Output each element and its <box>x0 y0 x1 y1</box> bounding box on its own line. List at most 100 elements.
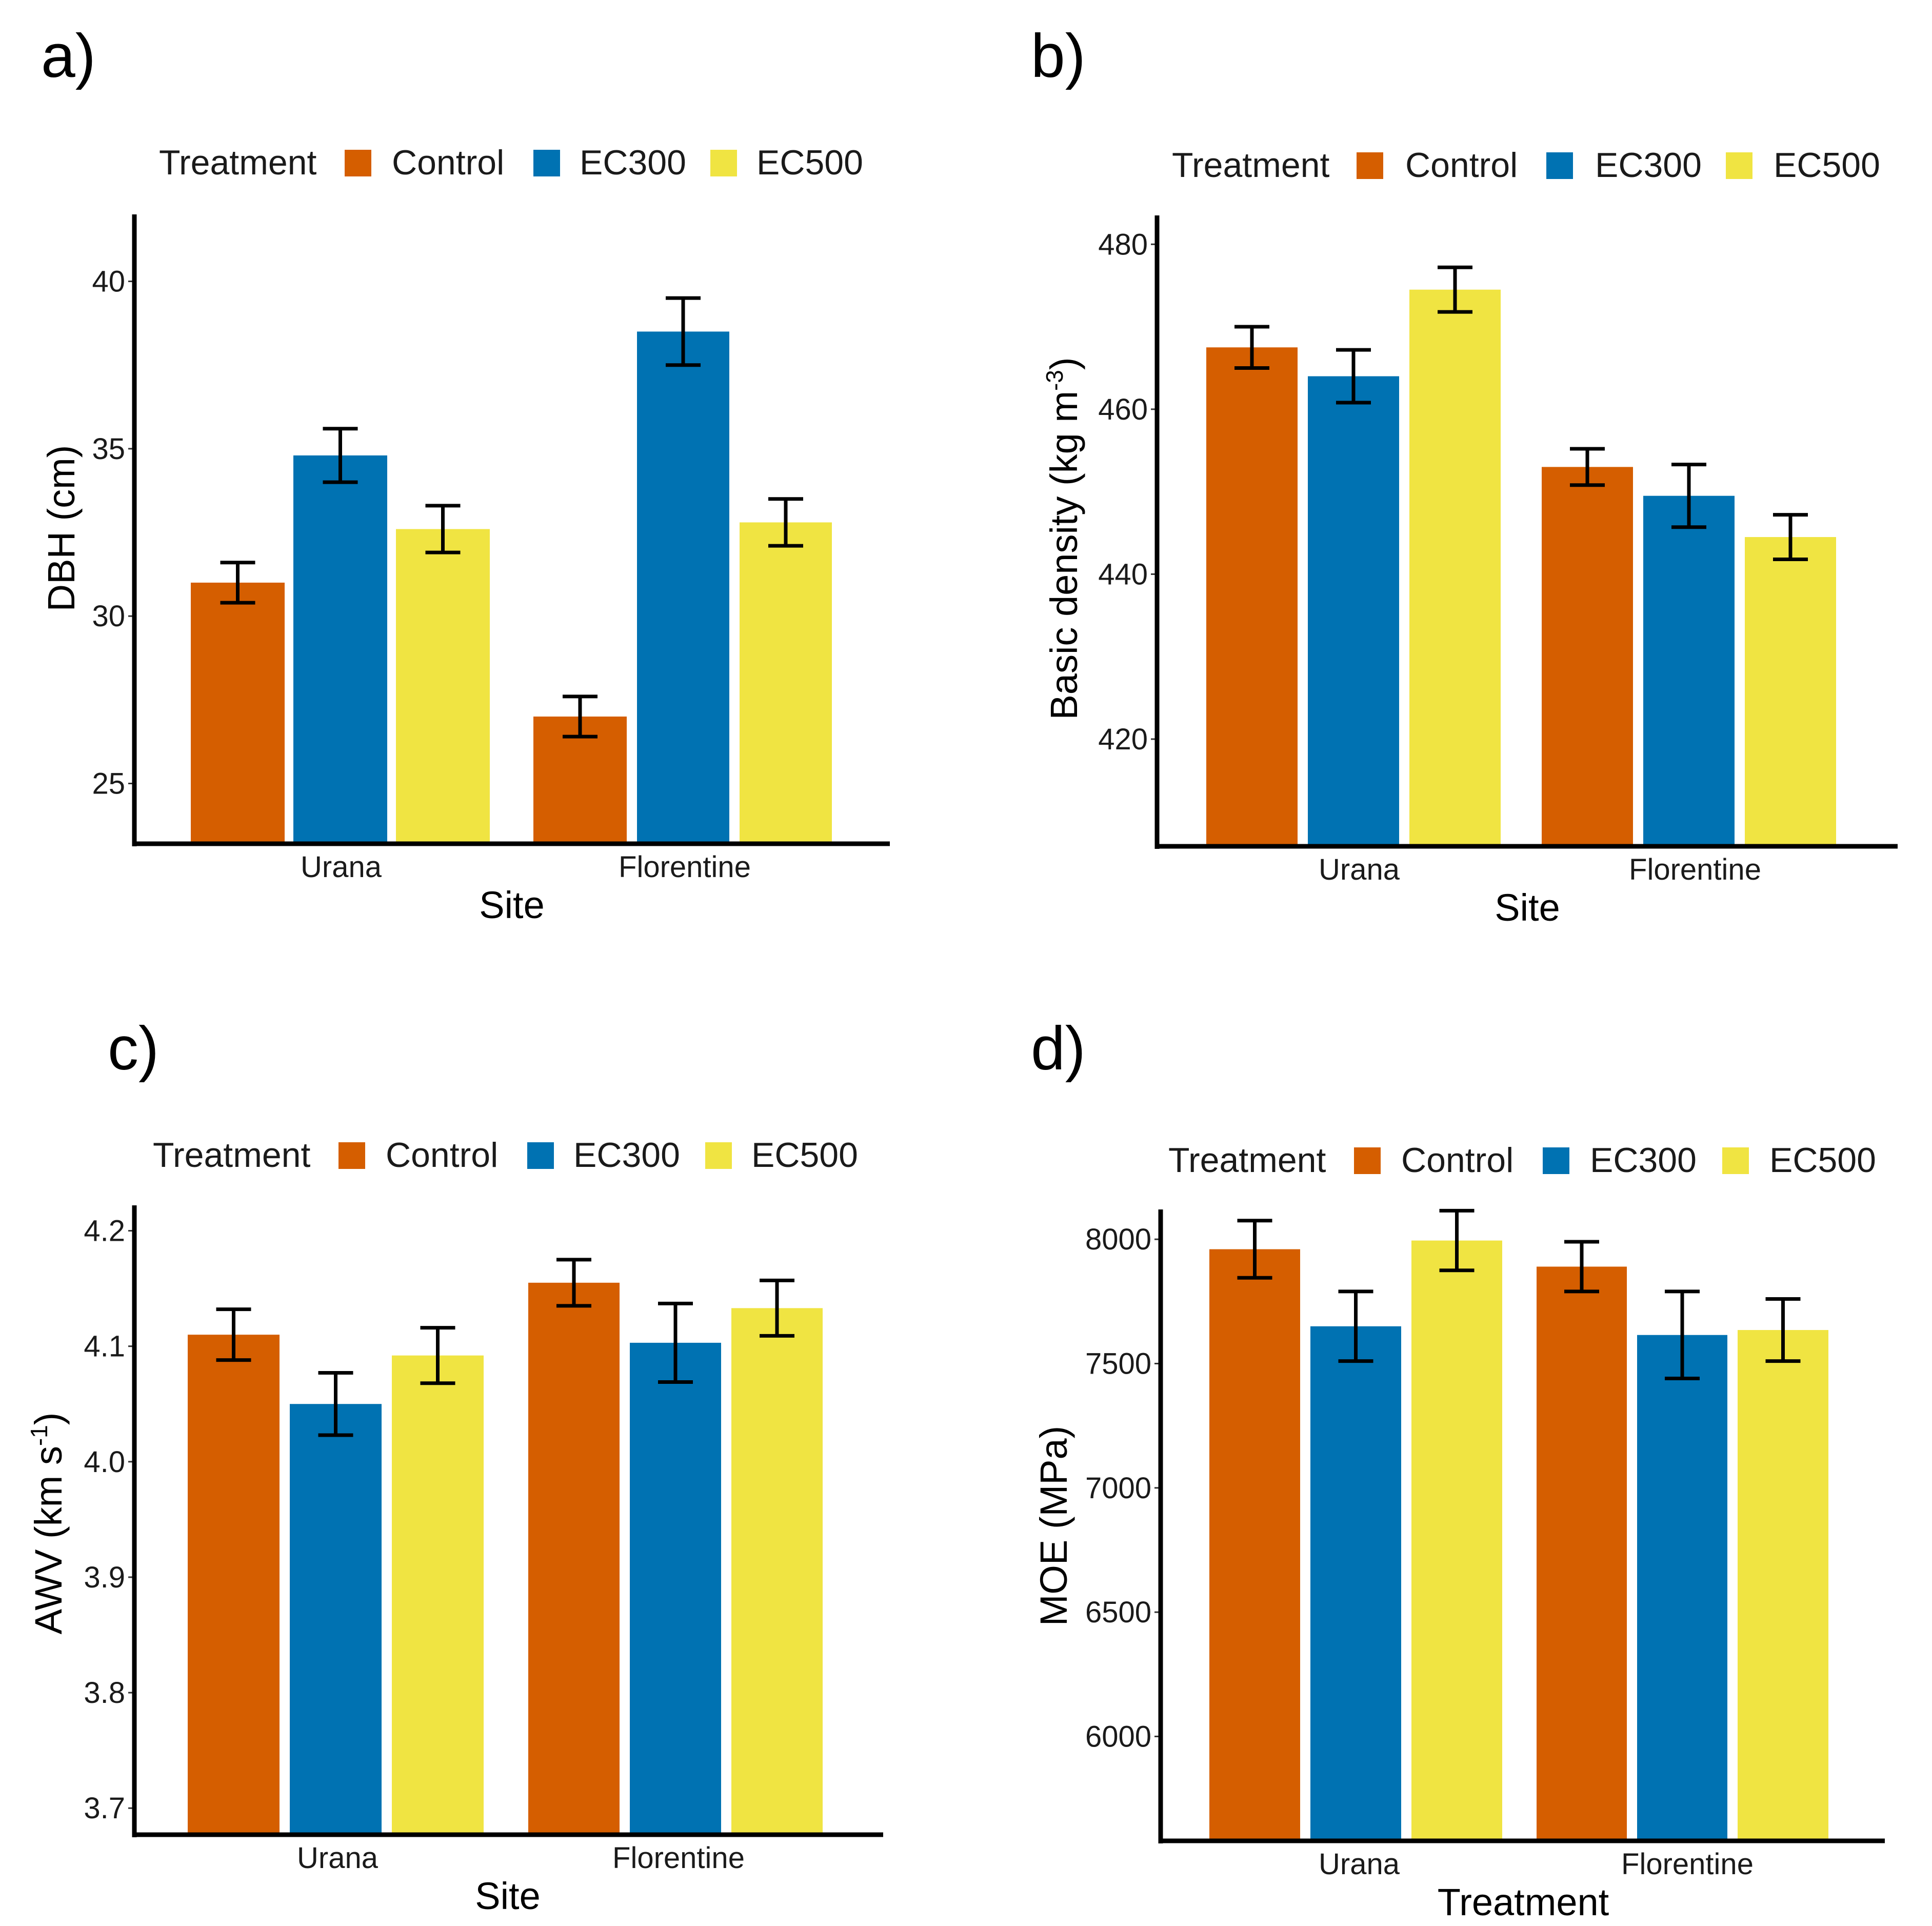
error-bar-control-florentine <box>1570 447 1605 487</box>
legend-label-ec300: EC300 <box>573 1136 680 1175</box>
x-axis-title-a: Site <box>479 884 545 926</box>
error-bar-ec500-urana <box>420 1326 455 1385</box>
panel-a: a) Treatment Control EC300 EC500 25 30 35 4… <box>40 22 890 926</box>
error-bar-ec500-urana <box>1439 1208 1475 1273</box>
panel-label-c: c) <box>108 1014 159 1083</box>
y-axis-title-c-end: ) <box>27 1413 70 1425</box>
panel-c: c) Treatment Control EC300 EC500 3.73.83… <box>26 1014 883 1917</box>
bar-ec300-florentine <box>630 1342 721 1835</box>
y-axis-title-b-text: Basic density (kg m <box>1043 391 1085 720</box>
legend-label-ec500: EC500 <box>751 1136 858 1175</box>
legend-swatch-control <box>345 150 371 176</box>
bar-control-florentine <box>1537 1266 1627 1841</box>
x-tick-label-urana: Urana <box>1319 853 1400 886</box>
bar-ec500-florentine <box>740 522 832 844</box>
bar-ec300-urana <box>290 1404 382 1835</box>
bar-ec500-urana <box>1411 1240 1502 1841</box>
panel-d: d) Treatment Control EC300 EC500 6000 650… <box>1031 1014 1885 1923</box>
legend-title: Treatment <box>1172 146 1329 185</box>
bar-ec300-urana <box>293 455 387 844</box>
legend-swatch-ec500 <box>705 1142 732 1169</box>
bar-control-urana <box>188 1335 280 1835</box>
error-bar-ec500-urana <box>425 504 461 554</box>
x-tick-label-florentine: Florentine <box>1629 853 1761 886</box>
legend-swatch-control <box>1354 1147 1381 1174</box>
bars-c <box>188 1258 823 1835</box>
y-axis-title-c: AWV (km s-1) <box>26 1413 70 1635</box>
legend-label-ec300: EC300 <box>1590 1141 1697 1180</box>
bar-ec500-florentine <box>1738 1330 1828 1841</box>
error-bar-ec500-florentine <box>760 1278 794 1338</box>
bar-control-florentine <box>1542 467 1633 846</box>
legend-c: Treatment Control EC300 EC500 <box>153 1136 858 1175</box>
legend-swatch-ec500 <box>710 150 737 176</box>
panel-b: b) Treatment Control EC300 EC500 4204404… <box>1031 22 1898 929</box>
y-axis-title-c-text: AWV (km s <box>27 1446 70 1634</box>
legend-label-control: Control <box>1405 146 1518 185</box>
legend-swatch-ec300 <box>527 1142 554 1169</box>
bars-d <box>1209 1208 1828 1841</box>
legend-a: Treatment Control EC300 EC500 <box>159 143 863 182</box>
error-bar-ec500-urana <box>1438 265 1472 314</box>
y-axis-a: 25 30 35 40 <box>92 265 134 801</box>
bars-a <box>191 296 832 844</box>
error-bar-control-florentine <box>556 1258 591 1308</box>
bar-control-urana <box>1206 347 1298 846</box>
error-bar-ec300-urana <box>318 1371 353 1437</box>
y-tick-label: 480 <box>1098 228 1148 261</box>
bar-ec500-urana <box>396 529 490 844</box>
bar-ec500-florentine <box>1745 537 1836 846</box>
error-bar-ec300-urana <box>1338 1289 1373 1363</box>
y-axis-title-c-sup: -1 <box>26 1425 52 1446</box>
x-axis-title-c: Site <box>475 1875 541 1917</box>
error-bar-control-urana <box>1237 1219 1272 1280</box>
legend-d: Treatment Control EC300 EC500 <box>1168 1141 1876 1180</box>
y-axis-b: 420 440 460 480 <box>1098 228 1157 756</box>
y-axis-title-a: DBH (cm) <box>40 445 83 612</box>
y-tick-label: 30 <box>92 600 125 633</box>
y-axis-title-b-sup: -3 <box>1041 370 1068 391</box>
bar-control-florentine <box>528 1282 620 1835</box>
x-tick-label-florentine: Florentine <box>619 850 751 884</box>
error-bar-ec300-urana <box>323 427 358 484</box>
y-tick-label: 7500 <box>1085 1347 1151 1380</box>
y-tick-label: 3.9 <box>84 1561 125 1594</box>
bar-ec300-urana <box>1308 376 1399 846</box>
y-axis-d: 6000 6500 7000 7500 8000 <box>1085 1223 1161 1753</box>
y-axis-title-d: MOE (MPa) <box>1032 1426 1075 1626</box>
y-axis-title-d-text: MOE (MPa) <box>1032 1426 1075 1626</box>
y-axis-title-a-text: DBH (cm) <box>40 445 83 612</box>
y-tick-label: 4.0 <box>84 1445 125 1479</box>
error-bar-control-urana <box>1234 325 1269 370</box>
y-tick-label: 8000 <box>1085 1223 1151 1256</box>
x-tick-label-florentine: Florentine <box>612 1841 745 1875</box>
panel-label-d: d) <box>1031 1014 1086 1083</box>
legend-swatch-control <box>1357 152 1383 179</box>
x-tick-label-urana: Urana <box>297 1841 379 1875</box>
legend-label-control: Control <box>1401 1141 1513 1180</box>
error-bar-ec500-florentine <box>1773 513 1808 561</box>
legend-label-ec500: EC500 <box>756 143 863 182</box>
y-tick-label: 7000 <box>1085 1472 1151 1505</box>
error-bar-ec300-florentine <box>1671 463 1706 529</box>
error-bar-control-florentine <box>1564 1240 1599 1294</box>
legend-title: Treatment <box>153 1136 310 1175</box>
bar-ec300-florentine <box>1637 1335 1727 1841</box>
error-bar-ec300-florentine <box>666 296 701 367</box>
y-tick-label: 40 <box>92 265 125 299</box>
y-tick-label: 460 <box>1098 393 1148 426</box>
x-axis-title-b: Site <box>1495 886 1560 929</box>
y-tick-label: 25 <box>92 767 125 801</box>
bar-ec500-urana <box>392 1355 484 1835</box>
legend-swatch-ec300 <box>1543 1147 1569 1174</box>
y-tick-label: 3.8 <box>84 1676 125 1710</box>
error-bar-control-urana <box>216 1307 251 1362</box>
error-bar-control-florentine <box>563 694 597 739</box>
error-bar-ec500-florentine <box>1765 1297 1801 1363</box>
x-tick-label-florentine: Florentine <box>1621 1848 1754 1881</box>
error-bar-control-urana <box>220 561 255 605</box>
panel-label-a: a) <box>41 22 96 90</box>
legend-swatch-ec500 <box>1726 152 1752 179</box>
legend-label-control: Control <box>392 143 504 182</box>
bar-ec300-urana <box>1310 1326 1401 1841</box>
